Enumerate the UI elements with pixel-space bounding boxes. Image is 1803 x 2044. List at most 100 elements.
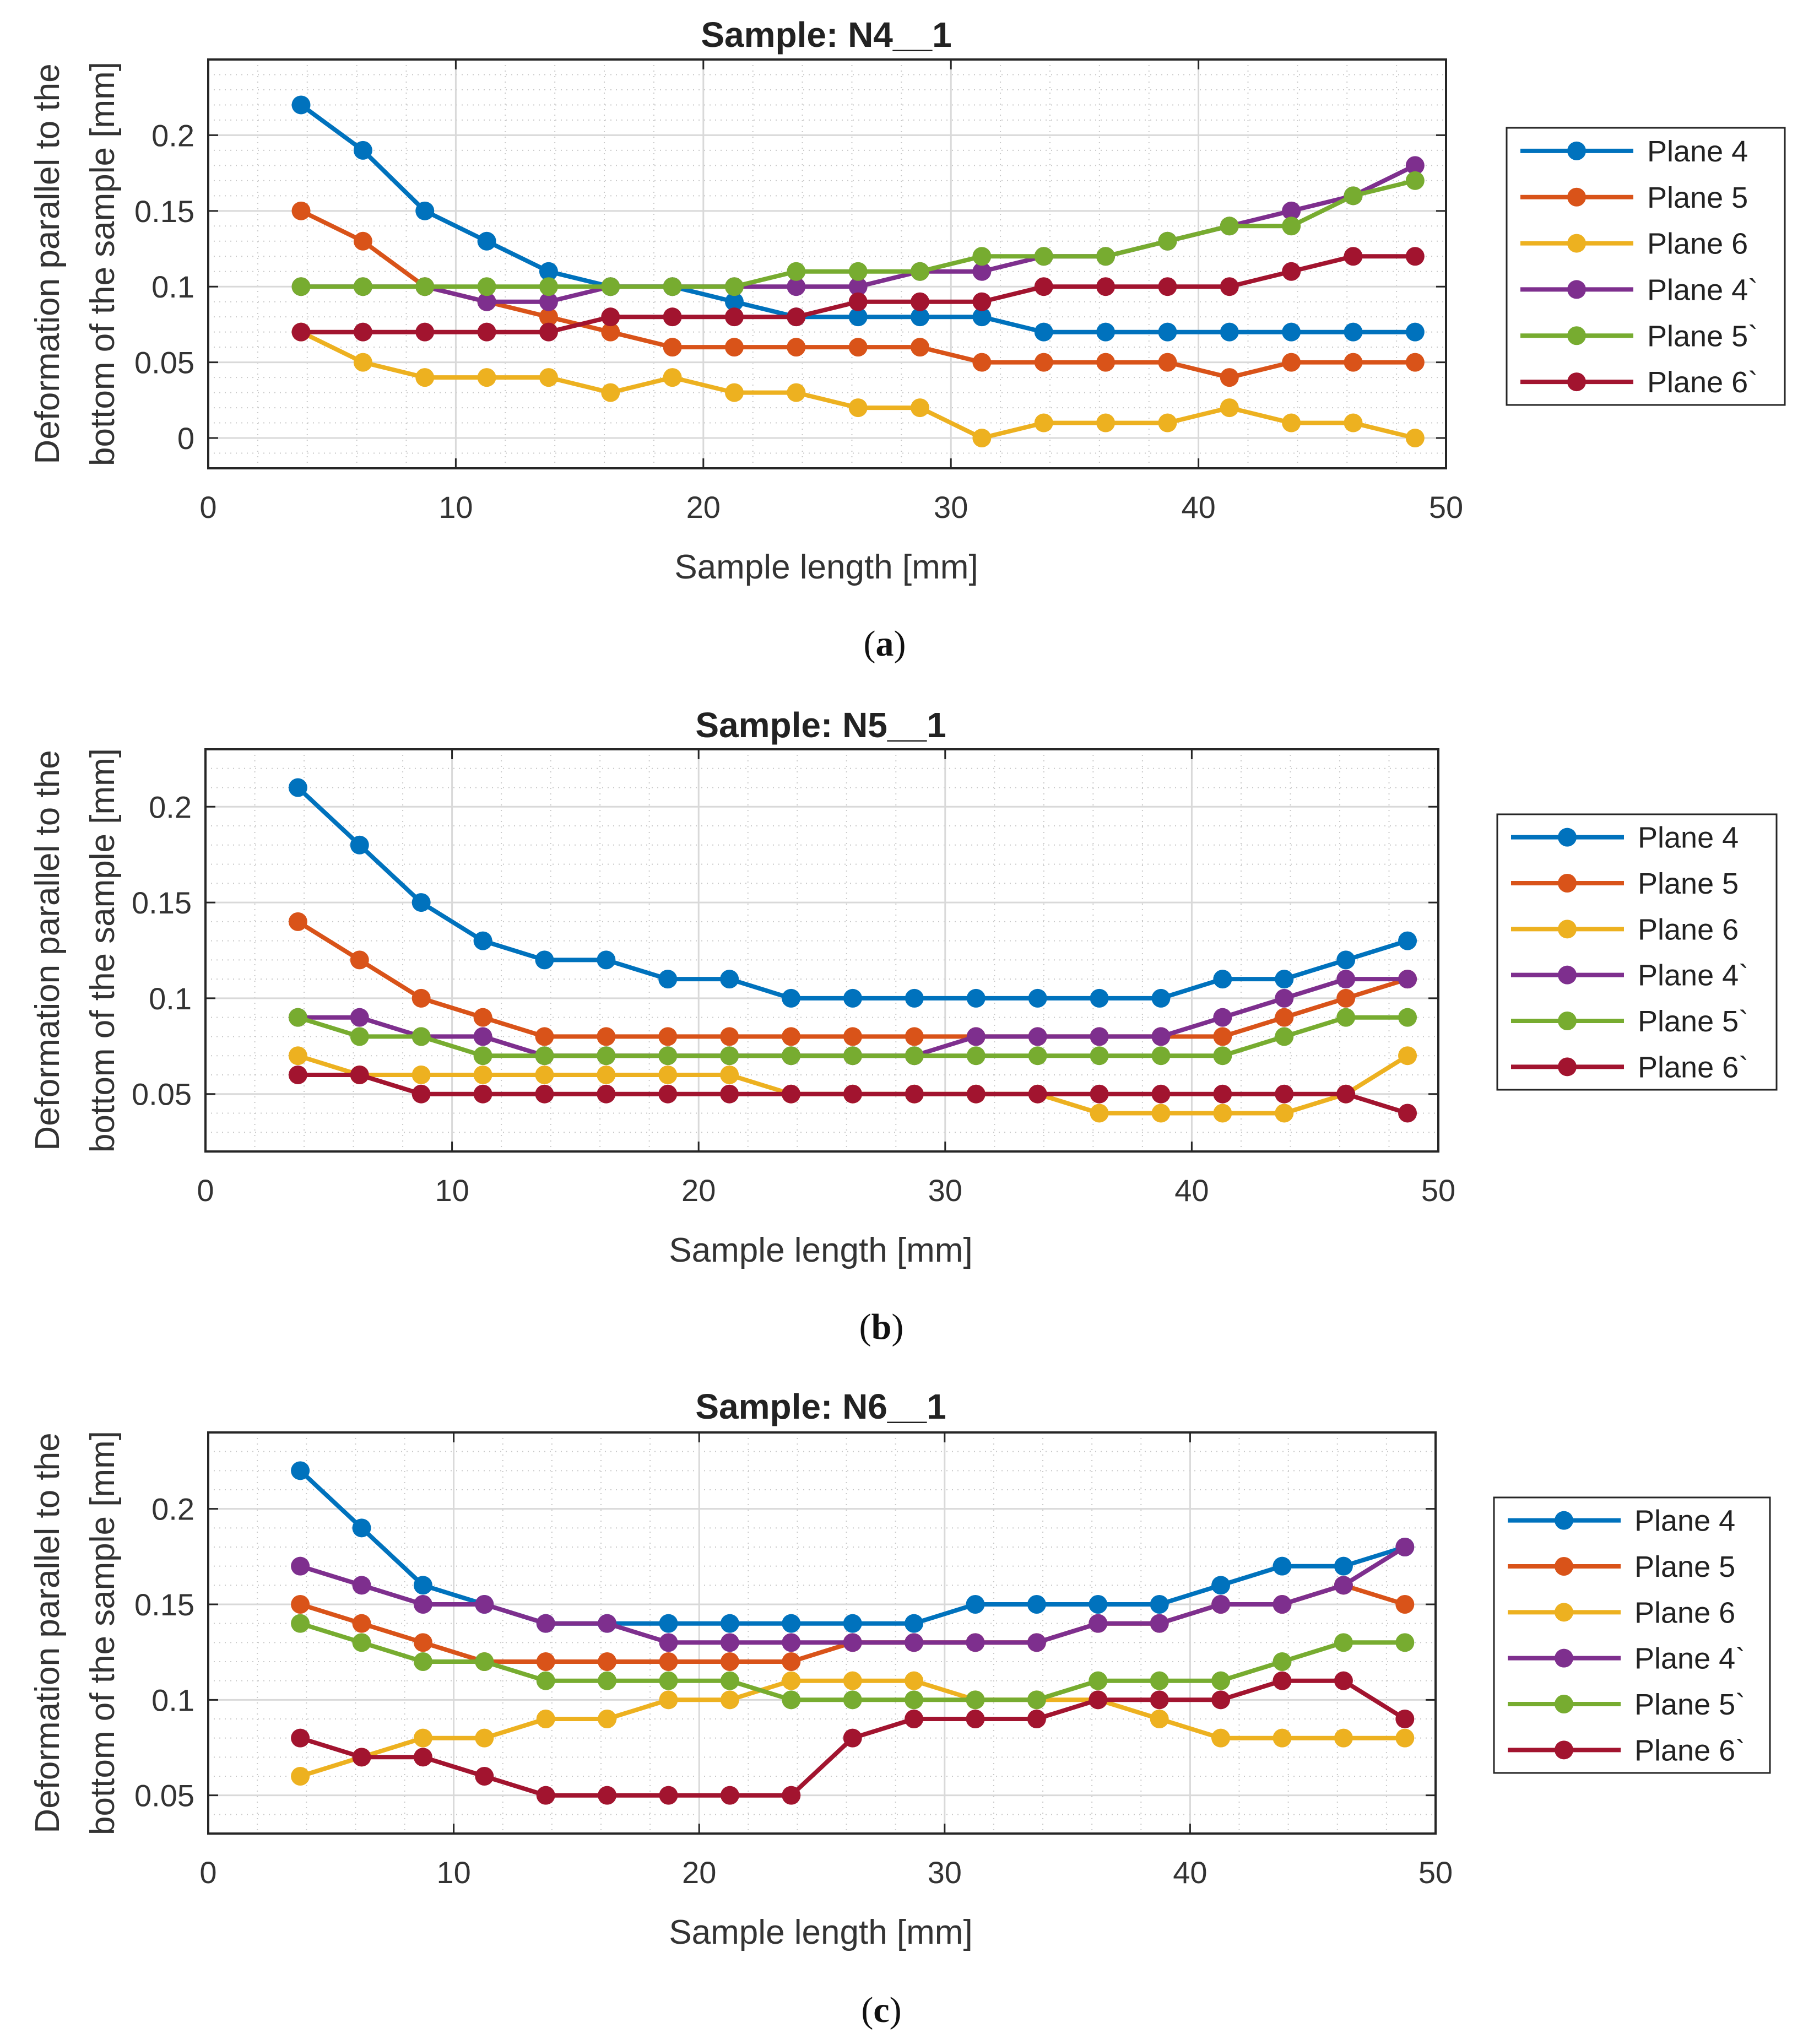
data-point <box>843 1046 862 1066</box>
data-point <box>911 262 930 281</box>
legend-swatch-marker <box>1558 965 1577 985</box>
data-point <box>1158 277 1177 296</box>
legend-label: Plane 6` <box>1638 1051 1748 1084</box>
data-point <box>1282 322 1301 342</box>
data-point <box>352 1633 371 1652</box>
y-axis-label: Deformation parallel to the bottom of the… <box>29 1431 122 1835</box>
y-axis-label-line1: Deformation parallel to the <box>29 63 67 464</box>
data-point <box>911 338 930 357</box>
data-point <box>597 1046 616 1066</box>
data-point <box>782 1786 801 1805</box>
y-tick-label: 0.1 <box>149 981 192 1016</box>
data-point <box>1027 1690 1046 1710</box>
data-point <box>1034 247 1053 266</box>
legend-item: Plane 4 <box>1520 135 1748 168</box>
legend-item: Plane 6` <box>1508 1734 1745 1767</box>
data-point <box>352 1576 371 1595</box>
data-point <box>659 1633 678 1652</box>
data-point <box>1395 1538 1415 1556</box>
x-tick-label: 10 <box>438 490 473 524</box>
data-point <box>1282 262 1301 281</box>
legend-swatch-marker <box>1555 1740 1573 1760</box>
data-point <box>1334 1576 1353 1595</box>
y-tick-label: 0.1 <box>151 1683 194 1717</box>
data-point <box>415 322 435 342</box>
data-point <box>1089 1595 1108 1614</box>
legend-frame <box>1496 813 1778 1091</box>
data-point <box>663 368 682 387</box>
data-point <box>1158 413 1177 432</box>
data-point <box>966 1595 985 1614</box>
y-tick-label: 0.2 <box>151 1492 194 1527</box>
legend-item: Plane 5` <box>1508 1688 1745 1721</box>
data-point <box>1096 353 1116 372</box>
data-point <box>787 383 806 402</box>
data-point <box>1405 429 1425 448</box>
data-point <box>1034 353 1053 372</box>
caption-paren-close: ) <box>890 1990 902 2030</box>
legend-item: Plane 6 <box>1508 1596 1735 1629</box>
x-tick-label: 40 <box>1173 1855 1207 1890</box>
data-point <box>350 950 369 970</box>
data-point <box>1395 1595 1415 1614</box>
x-tick-label: 30 <box>928 1173 962 1208</box>
series-plane-6-prime <box>291 1671 1415 1805</box>
data-point <box>658 1065 678 1084</box>
data-point <box>350 1008 369 1027</box>
y-axis-label-line1: Deformation parallel to the <box>29 1432 67 1833</box>
data-point <box>720 1690 739 1710</box>
data-point <box>720 1084 739 1104</box>
data-point <box>1211 1728 1231 1748</box>
data-point <box>1334 1556 1353 1576</box>
data-point <box>291 1767 310 1786</box>
data-point <box>415 201 435 220</box>
data-point <box>905 1690 924 1710</box>
data-point <box>352 1614 371 1633</box>
caption-paren-open: ( <box>859 1307 871 1347</box>
data-point <box>966 1633 985 1652</box>
data-point <box>1336 1084 1356 1104</box>
data-point <box>1220 277 1239 296</box>
legend-label: Plane 4` <box>1634 1642 1745 1675</box>
data-point <box>413 1576 432 1595</box>
data-point <box>782 988 801 1008</box>
series-plane-5-prime <box>291 171 1425 296</box>
data-point <box>782 1084 801 1104</box>
data-point <box>966 1027 986 1046</box>
legend-swatch-marker <box>1567 187 1586 207</box>
data-point <box>352 1518 371 1538</box>
data-point <box>905 1027 924 1046</box>
data-point <box>782 1633 801 1652</box>
panel-caption: (c) <box>861 1990 901 2030</box>
data-point <box>911 398 930 418</box>
data-point <box>972 292 992 311</box>
data-point <box>843 1690 862 1710</box>
data-point <box>601 383 620 402</box>
data-point <box>415 277 435 296</box>
data-point <box>1273 1556 1292 1576</box>
data-point <box>843 1614 862 1633</box>
data-point <box>905 1671 924 1690</box>
data-point <box>353 231 372 251</box>
data-point <box>415 368 435 387</box>
data-point <box>473 1046 492 1066</box>
legend-item: Plane 5` <box>1511 1005 1748 1038</box>
data-point <box>601 322 620 342</box>
data-point <box>412 988 431 1008</box>
data-point <box>1096 413 1116 432</box>
data-point <box>1273 1595 1292 1614</box>
data-point <box>291 1461 310 1480</box>
data-point <box>966 1710 985 1728</box>
data-point <box>1034 277 1053 296</box>
legend-item: Plane 4 <box>1508 1505 1735 1538</box>
data-point <box>539 262 558 281</box>
data-point <box>905 1084 924 1104</box>
data-point <box>972 307 992 327</box>
data-point <box>782 1652 801 1671</box>
data-point <box>477 322 496 342</box>
data-point <box>720 1671 739 1690</box>
legend: Plane 4 Plane 5 Plane 6 Plane 4` Plane 5` Pla… <box>1506 127 1786 406</box>
data-point <box>535 1027 554 1046</box>
y-tick-label: 0.15 <box>134 1587 194 1622</box>
x-axis-label: Sample length [mm] <box>669 1913 972 1951</box>
